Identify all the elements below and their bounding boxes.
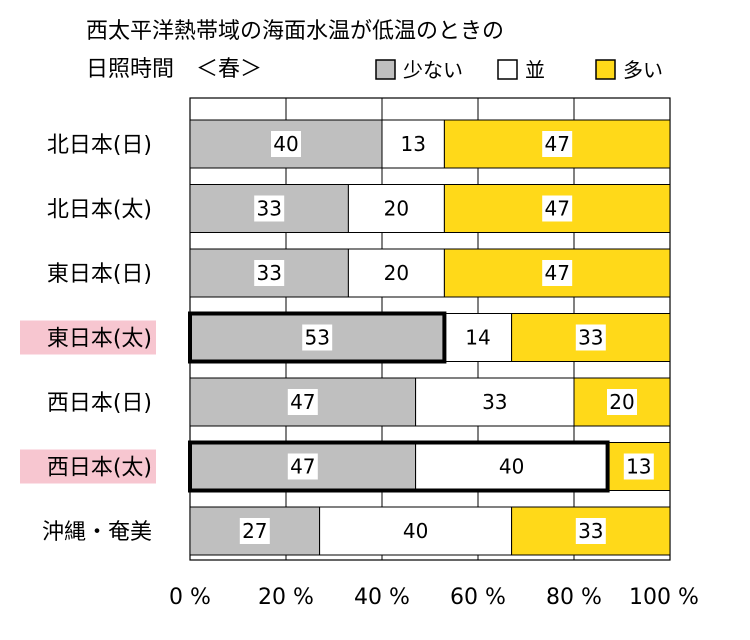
data-label: 13 [626,455,651,479]
data-label: 47 [290,455,315,479]
emphasis-outline [188,311,447,364]
data-label: 40 [499,455,524,479]
data-label: 20 [384,261,409,285]
data-label-bg [381,260,412,286]
x-tick-label: 100 % [629,585,699,610]
category-highlight [20,449,156,484]
data-label-bg [575,518,606,544]
data-label: 47 [544,197,569,221]
data-label-bg [271,131,301,157]
category-labels: 北日本(日) 北日本(太) 東日本(日) 東日本(太) 西日本(日) 西日本(太) 沖縄・奄… [20,133,156,545]
category-label: 西日本(太) [47,456,152,481]
data-label-bg [463,324,493,351]
legend-swatch [497,59,518,80]
data-label-bg [479,389,510,415]
data-label: 20 [609,390,634,414]
x-tick-label: 20 % [258,585,314,610]
legend-label: 並 [525,58,545,82]
data-label-bg [398,131,429,157]
data-label-bg [542,260,573,286]
legend-label: 多い [623,58,663,82]
category-label: 北日本(日) [47,133,152,158]
emphasis-outline [188,440,610,493]
data-label: 33 [256,197,281,221]
data-label: 33 [256,261,281,285]
bars: 40 13 47 33 20 47 33 20 47 53 14 33 47 33 20 47 40 13 27 40… [188,119,671,556]
data-label-bg [623,453,654,480]
data-label: 47 [290,390,315,414]
data-label-bg [254,195,285,222]
data-label-bg [239,518,270,544]
data-label-bg [496,453,527,480]
data-label: 47 [544,132,569,156]
data-label-bg [575,324,606,351]
data-label-bg [542,131,573,157]
category-label: 西日本(日) [47,391,152,416]
category-label: 東日本(日) [47,262,152,287]
legend-swatch [595,59,616,80]
data-label: 13 [400,132,425,156]
legend: 少ない 並 多い [375,58,663,82]
data-label-bg [254,260,285,286]
data-label: 33 [482,390,507,414]
legend-swatch [375,59,396,80]
x-tick-label: 40 % [354,585,410,610]
legend-label: 少ない [403,58,463,82]
data-label-bg [287,389,318,415]
data-label: 33 [578,326,603,350]
data-label: 20 [384,197,409,221]
data-label-bg [542,195,573,222]
category-label: 東日本(太) [47,327,152,352]
x-tick-label: 60 % [450,585,506,610]
data-label: 40 [403,519,428,543]
category-label: 北日本(太) [47,198,152,223]
x-tick-labels: 0 % 20 % 40 % 60 % 80 % 100 % [169,585,699,610]
data-label: 40 [273,132,298,156]
data-label: 27 [242,519,267,543]
x-tick-label: 0 % [169,585,211,610]
data-label: 33 [578,519,603,543]
data-label-bg [400,518,431,544]
data-label-bg [607,389,637,415]
title-line-1: 西太平洋熱帯域の海面水温が低温のときの [86,19,504,44]
data-label-bg [302,324,333,351]
category-highlight [20,320,156,355]
data-label: 14 [465,326,490,350]
data-label: 53 [304,326,329,350]
title-line-2: 日照時間 ＜春＞ [86,57,262,82]
data-label-bg [381,195,412,222]
data-label: 47 [544,261,569,285]
category-label: 沖縄・奄美 [42,520,152,545]
chart-title: 西太平洋熱帯域の海面水温が低温のときの 日照時間 ＜春＞ [86,19,504,82]
data-label-bg [287,453,318,480]
x-tick-label: 80 % [546,585,602,610]
